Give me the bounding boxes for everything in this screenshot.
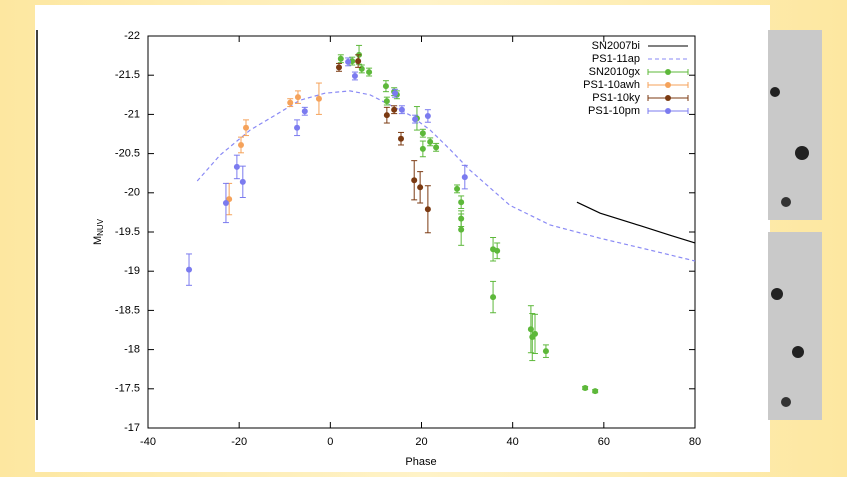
legend-marker [665, 82, 671, 88]
data-point [392, 90, 398, 96]
data-point [391, 107, 397, 113]
data-point [528, 326, 534, 332]
y-tick-label: -20.5 [115, 148, 140, 160]
data-point [240, 179, 246, 185]
data-point [420, 146, 426, 152]
data-point [411, 177, 417, 183]
legend-marker [665, 108, 671, 114]
y-tick-label: -20 [124, 187, 140, 199]
data-point [425, 113, 431, 119]
x-tick-label: -20 [231, 436, 247, 448]
data-point [433, 144, 439, 150]
y-tick-label: -21 [124, 108, 140, 120]
data-point [223, 200, 229, 206]
data-point [287, 100, 293, 106]
blob [792, 346, 804, 358]
y-tick-label: -18 [124, 344, 140, 356]
data-point [234, 164, 240, 170]
x-tick-label: 0 [327, 436, 333, 448]
data-point [383, 83, 389, 89]
data-point [302, 108, 308, 114]
data-point [494, 248, 500, 254]
data-point [425, 206, 431, 212]
panel [35, 5, 770, 472]
legend-label: PS1-10ky [592, 92, 640, 104]
page: {"chart_data": {"type": "scatter", "xlab… [0, 0, 847, 472]
y-tick-label: -19 [124, 265, 140, 277]
data-point [458, 199, 464, 205]
x-tick-label: 60 [598, 436, 610, 448]
legend-marker [665, 69, 671, 75]
data-point [398, 136, 404, 142]
y-tick-label: -22 [124, 30, 140, 42]
data-point [295, 94, 301, 100]
data-point [336, 64, 342, 70]
y-tick-label: -17 [124, 422, 140, 434]
blob [795, 146, 809, 160]
data-point [352, 73, 358, 79]
data-point [366, 69, 372, 75]
legend-label: SN2007bi [592, 40, 640, 52]
data-point [359, 66, 365, 72]
legend-label: PS1-11ap [592, 53, 640, 65]
y-tick-label: -19.5 [115, 226, 140, 238]
chart: Phase MNUV -40 -20 0 20 40 60 80 -22 -21.5 -21 -20… [0, 0, 847, 472]
data-point [345, 59, 351, 65]
data-point [384, 98, 390, 104]
data-point [458, 227, 464, 233]
data-point [238, 142, 244, 148]
legend-label: PS1-10awh [583, 79, 640, 91]
y-label-sub: NUV [96, 218, 105, 236]
data-point [399, 107, 405, 113]
data-point [316, 96, 322, 102]
blob [771, 288, 783, 300]
data-point [543, 348, 549, 354]
data-point [417, 184, 423, 190]
data-point [338, 56, 344, 62]
data-point [490, 294, 496, 300]
x-tick-label: 80 [689, 436, 701, 448]
data-point [529, 334, 535, 340]
data-point [186, 267, 192, 273]
data-point [355, 58, 361, 64]
data-point [427, 139, 433, 145]
data-point [243, 125, 249, 131]
y-tick-label: -17.5 [115, 383, 140, 395]
data-point [462, 174, 468, 180]
blob [781, 397, 791, 407]
data-point [420, 130, 426, 136]
thumbnails [768, 30, 822, 420]
data-point [454, 186, 460, 192]
data-point [582, 385, 588, 391]
legend-marker [665, 95, 671, 101]
y-tick-label: -21.5 [115, 69, 140, 81]
thumbnail [768, 232, 822, 420]
x-tick-label: 40 [507, 436, 519, 448]
blob [781, 197, 791, 207]
y-tick-label: -18.5 [115, 304, 140, 316]
data-point [412, 116, 418, 122]
data-point [592, 388, 598, 394]
blob [770, 87, 780, 97]
data-point [294, 125, 300, 131]
x-tick-label: 20 [415, 436, 427, 448]
y-label-main: M [92, 236, 104, 245]
legend-label: PS1-10pm [588, 105, 640, 117]
thumbnail [768, 30, 822, 220]
data-point [384, 112, 390, 118]
x-tick-label: -40 [140, 436, 156, 448]
legend-label: SN2010gx [589, 66, 641, 78]
x-axis-label: Phase [405, 456, 436, 468]
